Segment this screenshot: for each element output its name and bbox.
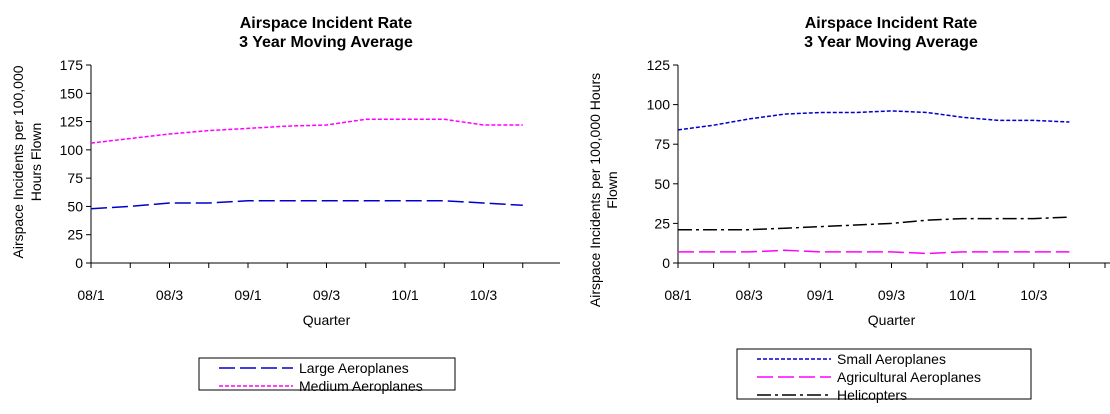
y-axis-label: Airspace Incidents per 100,000	[10, 65, 26, 258]
y-tick-label: 175	[60, 57, 84, 73]
x-tick-label: 08/3	[156, 287, 183, 303]
x-tick-label: 09/3	[878, 287, 905, 303]
series-line-helicopters	[678, 216, 1070, 231]
x-tick-label: 08/1	[77, 287, 104, 303]
x-axis-label: Quarter	[868, 312, 916, 328]
x-tick-label: 10/1	[949, 287, 976, 303]
y-axis-label: Airspace Incidents per 100,000 Hours	[587, 73, 603, 307]
x-tick-label: 09/1	[234, 287, 261, 303]
x-tick-label: 10/3	[470, 287, 497, 303]
y-tick-label: 50	[654, 176, 670, 192]
legend-label: Large Aeroplanes	[299, 360, 409, 376]
y-axis-label: Flown	[604, 171, 620, 208]
chart-subtitle: 3 Year Moving Average	[239, 34, 413, 51]
y-tick-label: 0	[75, 255, 83, 271]
y-tick-label: 50	[67, 198, 83, 214]
y-tick-label: 125	[60, 114, 84, 130]
y-tick-label: 0	[662, 255, 670, 271]
series-line-medium-aeroplanes	[90, 118, 523, 144]
chart-large-medium-aeroplanes: Airspace Incident Rate 3 Year Moving Aver…	[10, 15, 560, 394]
series-line-large-aeroplanes	[90, 200, 523, 210]
y-tick-label: 25	[654, 215, 670, 231]
y-tick-label: 150	[60, 85, 84, 101]
chart-title: Airspace Incident Rate	[805, 15, 978, 32]
series-line-small-aeroplanes	[677, 110, 1070, 131]
legend-label: Agricultural Aeroplanes	[837, 369, 981, 385]
x-tick-label: 10/1	[391, 287, 418, 303]
y-tick-label: 25	[67, 227, 83, 243]
chart-small-agri-helicopters: Airspace Incident Rate 3 Year Moving Aver…	[587, 15, 1110, 403]
legend-label: Small Aeroplanes	[837, 351, 946, 367]
x-tick-label: 09/3	[313, 287, 340, 303]
y-tick-label: 100	[647, 97, 671, 113]
x-tick-label: 08/1	[664, 287, 691, 303]
legend-label: Helicopters	[837, 387, 907, 403]
legend-label: Medium Aeroplanes	[299, 378, 423, 394]
x-tick-label: 09/1	[807, 287, 834, 303]
x-tick-label: 08/3	[736, 287, 763, 303]
x-tick-label: 10/3	[1020, 287, 1047, 303]
x-axis-label: Quarter	[303, 312, 351, 328]
y-tick-label: 75	[654, 136, 670, 152]
y-tick-label: 100	[60, 142, 84, 158]
y-axis-label: Hours Flown	[28, 123, 44, 202]
y-tick-label: 125	[647, 57, 671, 73]
legend-box	[198, 357, 456, 391]
series-line-agricultural-aeroplanes	[678, 249, 1070, 255]
y-tick-label: 75	[67, 170, 83, 186]
chart-title: Airspace Incident Rate	[240, 15, 413, 32]
chart-subtitle: 3 Year Moving Average	[804, 34, 978, 51]
legend-box	[736, 348, 1032, 400]
